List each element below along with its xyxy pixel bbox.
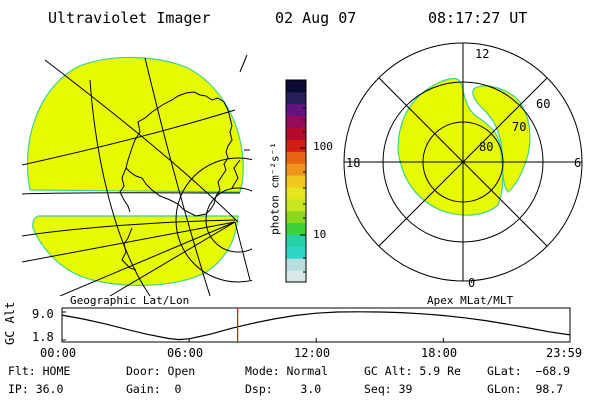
alt-ytick-1.8: 1.8 xyxy=(32,330,54,344)
alt-ytick-9: 9.0 xyxy=(32,307,54,321)
uv-emission-arc xyxy=(472,85,531,193)
alt-xtick-3: 18:00 xyxy=(421,346,458,360)
geo-caption: Geographic Lat/Lon xyxy=(70,294,190,307)
colorbar-tick-10: 10 xyxy=(313,228,327,241)
map-grid xyxy=(22,54,252,296)
colorbar-step xyxy=(286,103,306,117)
info-door: Door: Open xyxy=(126,364,196,378)
uv-emission-lower xyxy=(32,215,239,286)
mlt-label-18: 18 xyxy=(346,156,361,170)
colorbar-step xyxy=(286,139,306,152)
alt-xtick-1: 06:00 xyxy=(167,346,204,360)
colorbar-step xyxy=(286,151,306,164)
info-mode: Mode: Normal xyxy=(245,364,329,378)
colorbar-step xyxy=(286,234,306,247)
colorbar-step xyxy=(286,163,306,176)
colorbar-step xyxy=(286,210,306,224)
info-ip: IP: 36.0 xyxy=(8,382,64,396)
colorbar-step xyxy=(286,175,306,188)
colorbar-step xyxy=(286,186,306,200)
colorbar-step xyxy=(286,115,306,129)
info-gain: Gain: 0 xyxy=(126,382,182,396)
altitude-ylabel: GC Alt xyxy=(3,301,17,345)
colorbar-tick-100: 100 xyxy=(313,140,333,153)
info-seq: Seq: 39 xyxy=(364,382,413,396)
time-label: 08:17:27 UT xyxy=(428,9,528,27)
alt-xtick-2: 12:00 xyxy=(294,346,331,360)
polar-caption: Apex MLat/MLT xyxy=(427,294,514,307)
info-flt: Flt: HOME xyxy=(8,364,71,378)
mlt-label-0: 0 xyxy=(468,276,476,290)
colorbar-step xyxy=(286,246,306,259)
colorbar-step xyxy=(286,91,306,105)
mlat-label-60: 60 xyxy=(536,97,551,111)
colorbar-step xyxy=(286,198,306,212)
mlat-label-70: 70 xyxy=(512,120,527,134)
info-dsp: Dsp: 3.0 xyxy=(245,382,322,396)
colorbar-step xyxy=(286,222,306,235)
colorbar-step xyxy=(286,80,306,93)
mlt-label-12: 12 xyxy=(475,47,490,61)
info-glon: GLon: 98.7 xyxy=(487,382,564,396)
colorbar-step xyxy=(286,270,306,283)
date-label: 02 Aug 07 xyxy=(275,9,357,27)
colorbar-step xyxy=(286,258,306,271)
altitude-curve xyxy=(61,311,571,341)
coastline xyxy=(125,91,233,217)
mlat-label-80: 80 xyxy=(479,140,494,154)
instrument-title: Ultraviolet Imager xyxy=(48,9,211,27)
alt-xtick-0: 00:00 xyxy=(40,346,77,360)
uv-emission-oval xyxy=(397,77,504,216)
colorbar-step xyxy=(286,127,306,140)
info-glat: GLat: −68.9 xyxy=(487,364,571,378)
info-gc-alt: GC Alt: 5.9 Re xyxy=(364,364,461,378)
polar-grid xyxy=(343,42,583,282)
alt-xtick-4: 23:59 xyxy=(546,346,583,360)
uv-emission-upper xyxy=(26,56,244,193)
mlt-label-6: 6 xyxy=(574,156,582,170)
